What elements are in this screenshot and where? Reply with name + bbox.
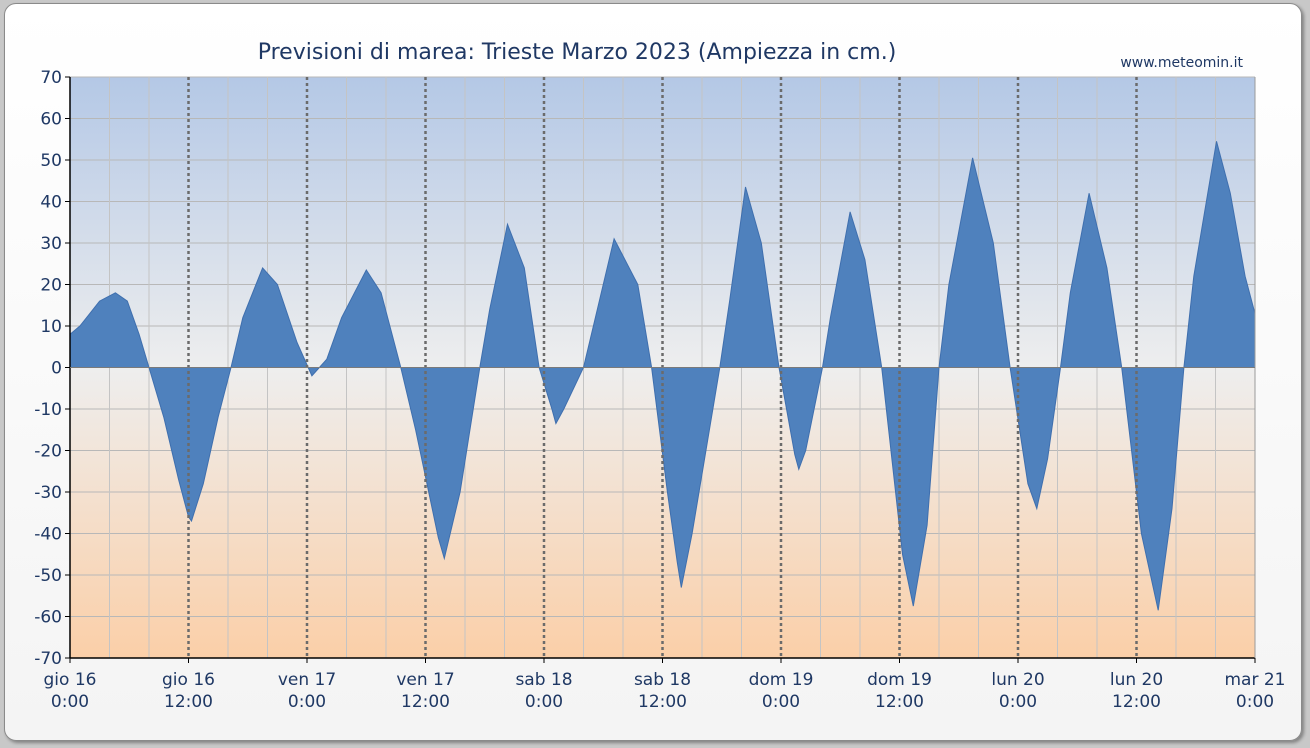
y-tick-label: 0 bbox=[51, 359, 62, 379]
y-tick-label: -20 bbox=[34, 442, 62, 462]
y-tick-label: -40 bbox=[34, 525, 62, 545]
chart-title: Previsioni di marea: Trieste Marzo 2023 … bbox=[258, 40, 897, 65]
x-tick-label-time: 12:00 bbox=[875, 692, 924, 712]
y-tick-label: -70 bbox=[34, 649, 62, 669]
y-tick-label: 40 bbox=[40, 193, 62, 213]
tide-area-path bbox=[69, 141, 1256, 611]
x-tick-label-day: gio 16 bbox=[162, 670, 215, 690]
y-tick-label: -30 bbox=[34, 483, 62, 503]
y-tick-label: 70 bbox=[40, 68, 62, 88]
tide-area bbox=[69, 141, 1256, 611]
y-tick-label: 20 bbox=[40, 276, 62, 296]
x-tick-label-time: 0:00 bbox=[525, 692, 563, 712]
y-tick-label: -10 bbox=[34, 400, 62, 420]
x-tick-label-time: 0:00 bbox=[762, 692, 800, 712]
y-tick-labels: 70 60 50 40 30 20 10 0 -10 -20 -30 -40 -50 -60 -70 bbox=[34, 68, 62, 669]
x-tick-label-time: 0:00 bbox=[51, 692, 89, 712]
x-tick-label-day: ven 17 bbox=[278, 670, 336, 690]
x-tick-label-day: sab 18 bbox=[634, 670, 691, 690]
x-tick-label-day: dom 19 bbox=[749, 670, 814, 690]
source-label: www.meteomin.it bbox=[1120, 55, 1243, 71]
x-tick-label-time: 12:00 bbox=[638, 692, 687, 712]
y-tick-label: -50 bbox=[34, 566, 62, 586]
x-tick-label-day: sab 18 bbox=[515, 670, 572, 690]
x-tick-label-day: lun 20 bbox=[991, 670, 1044, 690]
x-tick-label-time: 12:00 bbox=[1112, 692, 1161, 712]
x-tick-label-day: gio 16 bbox=[44, 670, 97, 690]
y-tick-label: 60 bbox=[40, 110, 62, 130]
x-tick-label-time: 0:00 bbox=[1236, 692, 1274, 712]
x-tick-label-time: 0:00 bbox=[288, 692, 326, 712]
y-tick-label: 50 bbox=[40, 151, 62, 171]
x-tick-label-day: lun 20 bbox=[1110, 670, 1163, 690]
y-tick-label: -60 bbox=[34, 608, 62, 628]
axes bbox=[65, 76, 1256, 663]
x-tick-label-time: 12:00 bbox=[164, 692, 213, 712]
x-tick-label-day: mar 21 bbox=[1224, 670, 1285, 690]
x-tick-label-time: 0:00 bbox=[999, 692, 1037, 712]
y-tick-label: 30 bbox=[40, 234, 62, 254]
x-tick-label-time: 12:00 bbox=[401, 692, 450, 712]
x-tick-label-day: ven 17 bbox=[396, 670, 454, 690]
x-tick-label-day: dom 19 bbox=[867, 670, 932, 690]
y-tick-label: 10 bbox=[40, 317, 62, 337]
